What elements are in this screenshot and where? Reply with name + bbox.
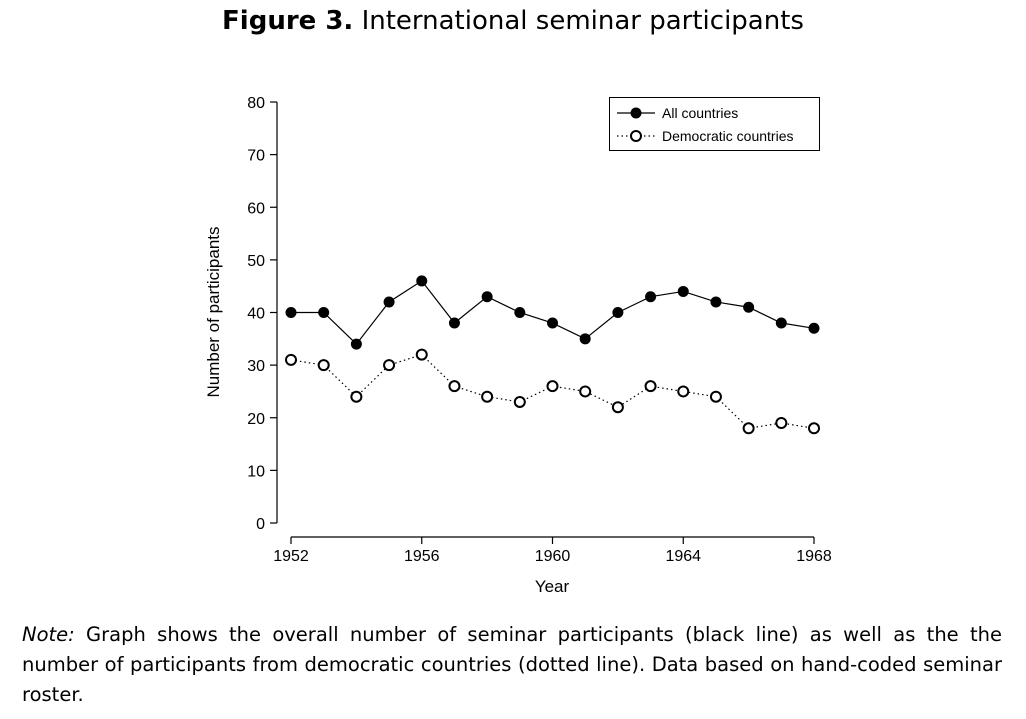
y-tick-label: 70 xyxy=(247,148,265,165)
data-point-all-countries xyxy=(416,275,428,287)
figure-note: Note: Graph shows the overall number of … xyxy=(22,620,1002,710)
y-tick-label: 80 xyxy=(247,95,265,112)
data-point-all-countries xyxy=(350,338,362,350)
x-tick-label: 1956 xyxy=(404,548,440,565)
data-point-democratic-countries xyxy=(350,390,363,403)
legend-label-all: All countries xyxy=(662,105,738,121)
data-point-all-countries xyxy=(743,301,755,313)
data-point-democratic-countries xyxy=(448,380,461,393)
data-point-all-countries xyxy=(383,296,395,308)
data-point-all-countries xyxy=(775,317,787,329)
data-point-democratic-countries xyxy=(709,390,722,403)
series-line-democratic-countries xyxy=(290,353,815,429)
y-tick-label: 30 xyxy=(247,358,265,375)
data-point-democratic-countries xyxy=(546,380,559,393)
note-text: Graph shows the overall number of semina… xyxy=(22,623,1002,706)
data-point-all-countries xyxy=(579,333,591,345)
legend-marker-democratic xyxy=(630,130,642,142)
data-point-all-countries xyxy=(710,296,722,308)
data-point-all-countries xyxy=(677,285,689,297)
legend-box xyxy=(609,97,820,151)
y-tick-label: 20 xyxy=(247,411,265,428)
series-layer xyxy=(285,275,820,435)
y-tick-label: 0 xyxy=(256,516,265,533)
data-point-all-countries xyxy=(645,291,657,303)
data-point-all-countries xyxy=(612,307,624,318)
series-line-all-countries xyxy=(291,280,815,345)
data-point-democratic-countries xyxy=(383,359,396,372)
note-label: Note: xyxy=(22,623,75,646)
x-tick-label: 1952 xyxy=(273,548,309,565)
data-point-all-countries xyxy=(318,307,330,318)
data-point-democratic-countries xyxy=(481,390,494,403)
legend-label-democratic: Democratic countries xyxy=(662,128,794,144)
data-point-democratic-countries xyxy=(317,359,330,372)
x-tick-label: 1968 xyxy=(796,548,832,565)
data-point-democratic-countries xyxy=(808,422,820,435)
legend: All countries Democratic countries xyxy=(609,97,820,151)
data-point-democratic-countries xyxy=(677,385,690,398)
x-axis-label: Year xyxy=(535,577,570,596)
data-point-all-countries xyxy=(808,322,820,334)
y-axis-label: Number of participants xyxy=(204,226,223,397)
figure-title: Figure 3. International seminar particip… xyxy=(0,6,1026,36)
x-tick-label: 1960 xyxy=(535,548,571,565)
y-tick-label: 40 xyxy=(247,306,265,323)
y-tick-label: 50 xyxy=(247,253,265,270)
data-point-all-countries xyxy=(514,307,526,318)
data-point-democratic-countries xyxy=(513,395,526,408)
data-point-democratic-countries xyxy=(611,401,624,414)
axes: 0 10 20 30 40 50 60 70 80 1952 1956 1960 1964 1968 xyxy=(247,95,832,565)
data-point-all-countries xyxy=(448,317,460,329)
figure-title-text: International seminar participants xyxy=(361,6,804,36)
data-point-democratic-countries xyxy=(742,422,755,435)
legend-marker-all xyxy=(630,107,642,119)
data-point-democratic-countries xyxy=(285,353,297,366)
data-point-democratic-countries xyxy=(579,385,592,398)
y-tick-label: 10 xyxy=(247,463,265,480)
data-point-all-countries xyxy=(481,291,493,303)
figure-label: Figure 3. xyxy=(222,6,354,36)
x-tick-label: 1964 xyxy=(665,548,701,565)
y-tick-label: 60 xyxy=(247,200,265,217)
data-point-democratic-countries xyxy=(415,348,428,361)
data-point-democratic-countries xyxy=(644,380,657,393)
data-point-all-countries xyxy=(547,317,558,329)
data-point-democratic-countries xyxy=(775,417,788,430)
data-point-all-countries xyxy=(285,307,297,318)
